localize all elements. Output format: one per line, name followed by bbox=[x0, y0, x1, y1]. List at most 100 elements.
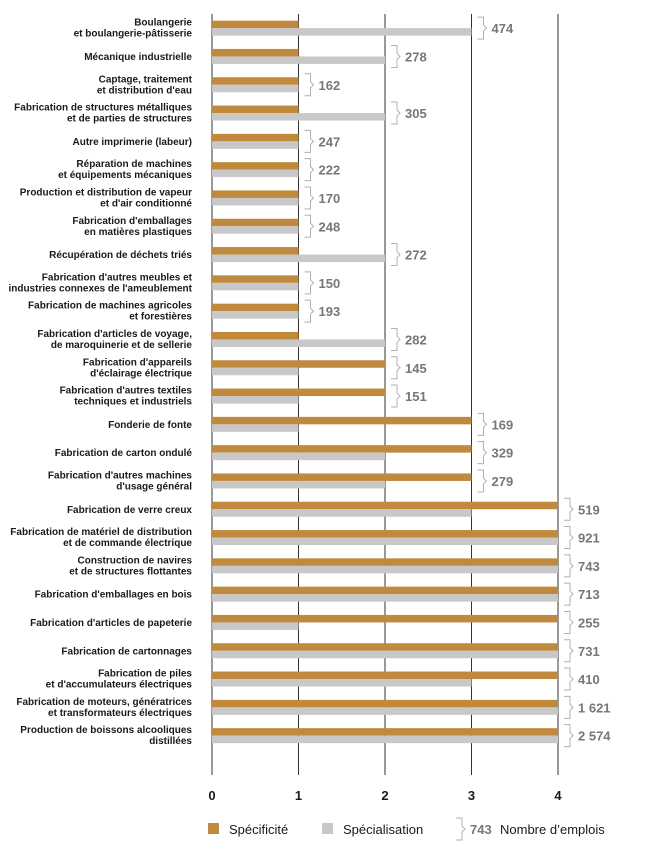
bar-specificite bbox=[212, 445, 472, 453]
category-label: Fabrication d'autres machines d'usage gén… bbox=[48, 470, 193, 492]
employment-value: 170 bbox=[319, 191, 341, 206]
employment-bracket-icon bbox=[391, 243, 401, 267]
employment-value: 222 bbox=[319, 163, 341, 178]
category-label: Réparation de machines et équipements méc… bbox=[58, 159, 192, 181]
bar-specialisation bbox=[212, 509, 472, 517]
bar-specificite bbox=[212, 473, 472, 481]
bar-specialisation bbox=[212, 735, 558, 744]
legend-label-specificite: Spécificité bbox=[229, 822, 288, 837]
bar-specificite bbox=[212, 275, 299, 283]
bar-specialisation bbox=[212, 141, 299, 149]
employment-value: 279 bbox=[492, 474, 514, 489]
employment-value: 169 bbox=[492, 417, 514, 432]
bar-specificite bbox=[212, 20, 299, 29]
bar-specialisation bbox=[212, 226, 299, 234]
employment-labels: 474 278 162 305 247 222 170 248 272 150 193 282 145 1… bbox=[304, 16, 611, 748]
category-label: Fabrication de piles et d'accumulateurs é… bbox=[46, 669, 193, 691]
employment-bracket-icon bbox=[304, 158, 315, 182]
legend-label-specialisation: Spécialisation bbox=[343, 822, 423, 837]
employment-value: 248 bbox=[319, 219, 341, 234]
employment-value: 151 bbox=[405, 389, 427, 404]
employment-bracket-icon bbox=[477, 16, 488, 40]
employment-value: 474 bbox=[492, 21, 514, 36]
category-label: Fabrication de moteurs, génératrices et t… bbox=[16, 697, 192, 719]
category-label: Mécanique industrielle bbox=[84, 52, 192, 63]
x-axis-ticks: 0 1 2 3 4 bbox=[208, 788, 562, 803]
bar-specificite bbox=[212, 247, 299, 255]
employment-value: 150 bbox=[319, 276, 341, 291]
legend-bracket-icon bbox=[456, 817, 466, 841]
employment-bracket-icon bbox=[477, 441, 488, 465]
bar-specificite bbox=[212, 671, 558, 680]
employment-value: 713 bbox=[578, 587, 600, 602]
category-label: Fabrication de matériel de distribution e… bbox=[10, 527, 192, 549]
employment-value: 247 bbox=[319, 134, 341, 149]
bar-specificite bbox=[212, 699, 558, 708]
bar-specialisation bbox=[212, 396, 299, 404]
category-label: Production de boissons alcooliques distil… bbox=[20, 725, 192, 747]
bar-specialisation bbox=[212, 537, 558, 546]
bar-specialisation bbox=[212, 622, 299, 630]
bar-specialisation bbox=[212, 113, 385, 121]
category-label: Captage, traitement et distribution d'eau bbox=[97, 74, 193, 96]
bar-specificite bbox=[212, 48, 299, 57]
category-label: Fabrication d'articles de papeterie bbox=[30, 618, 192, 629]
bar-specialisation bbox=[212, 169, 299, 178]
employment-value: 2 574 bbox=[578, 729, 611, 744]
employment-value: 921 bbox=[578, 531, 600, 546]
employment-bracket-icon bbox=[391, 384, 401, 408]
category-label: Fabrication de verre creux bbox=[67, 505, 192, 516]
category-labels: Boulangerie et boulangerie-pâtisserie Méca… bbox=[8, 18, 192, 748]
employment-bracket-icon bbox=[564, 526, 574, 550]
category-label: Production et distribution de vapeur et d… bbox=[20, 187, 193, 209]
bar-specificite bbox=[212, 331, 299, 340]
category-label: Construction de navires et de structures … bbox=[69, 555, 192, 577]
employment-bracket-icon bbox=[304, 299, 315, 323]
bar-specificite bbox=[212, 643, 558, 651]
employment-bracket-icon bbox=[564, 724, 574, 748]
employment-value: 145 bbox=[405, 361, 427, 376]
bar-specialisation bbox=[212, 707, 558, 715]
bar-specialisation bbox=[212, 56, 385, 64]
employment-value: 255 bbox=[578, 615, 600, 630]
employment-value: 282 bbox=[405, 332, 427, 347]
x-tick-label: 2 bbox=[381, 788, 388, 803]
category-label: Boulangerie et boulangerie-pâtisserie bbox=[74, 18, 193, 40]
bar-specialisation bbox=[212, 311, 299, 319]
category-label: Autre imprimerie (labeur) bbox=[73, 137, 192, 148]
x-tick-label: 4 bbox=[554, 788, 562, 803]
bar-specificite bbox=[212, 388, 385, 397]
employment-value: 305 bbox=[405, 106, 427, 121]
bar-specialisation bbox=[212, 367, 299, 376]
category-label: Fabrication d'appareils d'éclairage élect… bbox=[83, 357, 193, 379]
bar-specialisation bbox=[212, 452, 385, 461]
employment-value: 743 bbox=[578, 559, 600, 574]
bar-specificite bbox=[212, 77, 299, 85]
employment-bracket-icon bbox=[391, 356, 401, 380]
x-tick-label: 3 bbox=[468, 788, 475, 803]
x-tick-label: 0 bbox=[208, 788, 215, 803]
bars bbox=[212, 20, 558, 744]
employment-value: 193 bbox=[319, 304, 341, 319]
employment-bracket-icon bbox=[564, 639, 574, 663]
bar-specificite bbox=[212, 303, 299, 312]
employment-value: 329 bbox=[492, 446, 514, 461]
bar-specialisation bbox=[212, 254, 385, 263]
bar-specialisation bbox=[212, 480, 385, 489]
bar-specialisation bbox=[212, 84, 299, 93]
category-label: Fabrication d'emballages en matières plas… bbox=[72, 216, 192, 238]
category-label: Récupération de déchets triés bbox=[49, 250, 192, 261]
employment-bracket-icon bbox=[477, 412, 488, 436]
legend-label-employment: Nombre d’emplois bbox=[500, 822, 605, 837]
employment-value: 410 bbox=[578, 672, 600, 687]
bar-specialisation bbox=[212, 565, 558, 574]
employment-value: 272 bbox=[405, 248, 427, 263]
employment-value: 731 bbox=[578, 644, 600, 659]
bar-specificite bbox=[212, 133, 299, 142]
bar-specialisation bbox=[212, 197, 299, 206]
bar-specificite bbox=[212, 530, 558, 538]
category-label: Fabrication de carton ondulé bbox=[55, 448, 193, 459]
legend: Spécificité Spécialisation 743 Nombre d’… bbox=[208, 817, 605, 841]
legend-swatch-specificite bbox=[208, 823, 219, 834]
